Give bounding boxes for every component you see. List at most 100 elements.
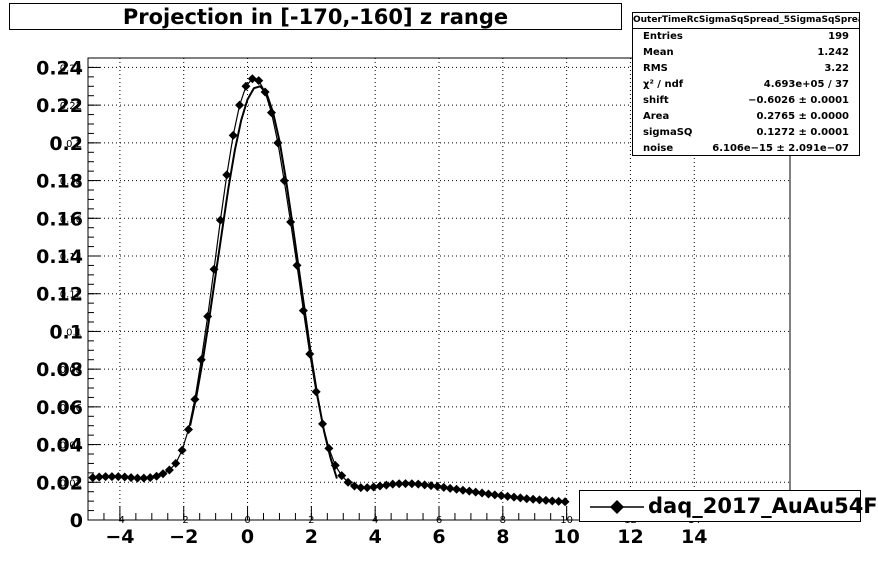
x-tick-label-secondary: -2 bbox=[179, 515, 189, 526]
y-tick-label-secondary: 0.1 bbox=[66, 327, 82, 338]
data-point bbox=[94, 472, 104, 482]
data-point bbox=[190, 394, 200, 404]
data-point bbox=[145, 473, 155, 483]
data-point bbox=[222, 170, 232, 180]
x-tick-label: 2 bbox=[305, 526, 318, 548]
stats-row-shift: shift −0.6026 ± 0.0001 bbox=[643, 95, 849, 106]
data-line bbox=[92, 78, 566, 503]
y-tick-label: 0.2 bbox=[49, 133, 83, 155]
data-point bbox=[496, 491, 506, 501]
stats-row-rms: RMS 3.22 bbox=[643, 63, 849, 74]
x-tick-label-secondary: 0 bbox=[244, 515, 250, 526]
data-point bbox=[113, 472, 123, 482]
data-point bbox=[483, 489, 493, 499]
x-tick-label-secondary: 8 bbox=[500, 515, 506, 526]
data-point bbox=[164, 465, 174, 475]
data-point bbox=[426, 481, 436, 491]
y-tick-label-secondary: 0.02 bbox=[60, 478, 82, 489]
data-point bbox=[273, 138, 283, 148]
data-point bbox=[394, 479, 404, 489]
stats-name: OuterTimeRcSigmaSqSpread_5SigmaSqSpread bbox=[633, 13, 859, 29]
data-point bbox=[292, 260, 302, 270]
data-point bbox=[196, 355, 206, 365]
y-tick-label: 0.04 bbox=[36, 435, 83, 457]
data-point bbox=[343, 477, 353, 487]
data-point bbox=[560, 497, 570, 507]
data-point bbox=[298, 306, 308, 316]
y-tick-label: 0.16 bbox=[36, 208, 83, 230]
x-tick-label: −2 bbox=[169, 526, 198, 548]
data-point bbox=[254, 76, 264, 86]
x-tick-labels: −4-4−2-20022446688101012121414 bbox=[105, 515, 707, 548]
x-tick-label: 10 bbox=[553, 526, 579, 548]
data-point bbox=[171, 458, 181, 468]
chart-title: Projection in [-170,-160] z range bbox=[9, 3, 622, 30]
data-point bbox=[464, 486, 474, 496]
data-point bbox=[305, 349, 315, 359]
y-tick-label: 0.14 bbox=[36, 246, 83, 268]
data-point bbox=[452, 484, 462, 494]
data-point bbox=[132, 473, 142, 483]
data-point bbox=[356, 483, 366, 493]
x-tick-label-secondary: 6 bbox=[436, 515, 442, 526]
data-point bbox=[407, 479, 417, 489]
data-point bbox=[279, 176, 289, 186]
stats-row-entries: Entries 199 bbox=[643, 31, 849, 42]
data-point bbox=[362, 483, 372, 493]
x-tick-label: 12 bbox=[617, 526, 643, 548]
data-point bbox=[458, 485, 468, 495]
data-point bbox=[445, 483, 455, 493]
data-point bbox=[260, 87, 270, 97]
data-point bbox=[541, 495, 551, 505]
x-tick-label: 14 bbox=[681, 526, 707, 548]
y-tick-label-secondary: 0.12 bbox=[60, 290, 82, 301]
stats-row-noise: noise 6.106e−15 ± 2.091e−07 bbox=[643, 143, 849, 154]
y-tick-label-secondary: 0.18 bbox=[60, 177, 82, 188]
data-point bbox=[184, 424, 194, 434]
legend: daq_2017_AuAu54F bbox=[579, 490, 878, 522]
data-point bbox=[120, 472, 130, 482]
data-point bbox=[330, 460, 340, 470]
y-tick-labels: 00.020.020.040.040.060.060.080.080.10.10… bbox=[36, 57, 83, 532]
data-point bbox=[88, 473, 98, 483]
data-point bbox=[515, 493, 525, 503]
data-point bbox=[509, 492, 519, 502]
data-point bbox=[337, 471, 347, 481]
x-tick-label: 4 bbox=[369, 526, 382, 548]
y-tick-label: 0.22 bbox=[36, 95, 83, 117]
data-point bbox=[400, 479, 410, 489]
data-point bbox=[420, 480, 430, 490]
x-tick-label: 0 bbox=[241, 526, 254, 548]
data-point bbox=[349, 481, 359, 491]
data-point bbox=[490, 490, 500, 500]
stats-box: OuterTimeRcSigmaSqSpread_5SigmaSqSpread … bbox=[632, 12, 860, 156]
stats-row-mean: Mean 1.242 bbox=[643, 47, 849, 58]
data-point bbox=[554, 496, 564, 506]
y-tick-label: 0.1 bbox=[49, 321, 83, 343]
y-tick-label-secondary: 0.2 bbox=[66, 139, 82, 150]
x-tick-label: −4 bbox=[105, 526, 134, 548]
data-point bbox=[477, 488, 487, 498]
y-tick-label: 0.12 bbox=[36, 284, 83, 306]
y-tick-label: 0.02 bbox=[36, 472, 83, 494]
data-point bbox=[375, 481, 385, 491]
data-point bbox=[388, 479, 398, 489]
y-tick-label: 0 bbox=[70, 510, 83, 532]
y-tick-label: 0.06 bbox=[36, 397, 83, 419]
data-point bbox=[528, 494, 538, 504]
data-point bbox=[158, 469, 168, 479]
y-tick-label: 0.18 bbox=[36, 171, 83, 193]
x-tick-label-secondary: -4 bbox=[115, 515, 125, 526]
y-tick-label: 0.08 bbox=[36, 359, 83, 381]
x-tick-label-secondary: 4 bbox=[372, 515, 378, 526]
y-tick-label-secondary: 0.08 bbox=[60, 365, 82, 376]
data-point bbox=[266, 108, 276, 118]
data-point bbox=[215, 215, 225, 225]
stats-row-chi2: χ² / ndf 4.693e+05 / 37 bbox=[643, 79, 849, 90]
data-point bbox=[209, 264, 219, 274]
data-point bbox=[471, 487, 481, 497]
data-point bbox=[235, 100, 245, 110]
data-point bbox=[101, 472, 111, 482]
y-tick-label: 0.24 bbox=[36, 57, 83, 79]
data-point bbox=[286, 217, 296, 227]
